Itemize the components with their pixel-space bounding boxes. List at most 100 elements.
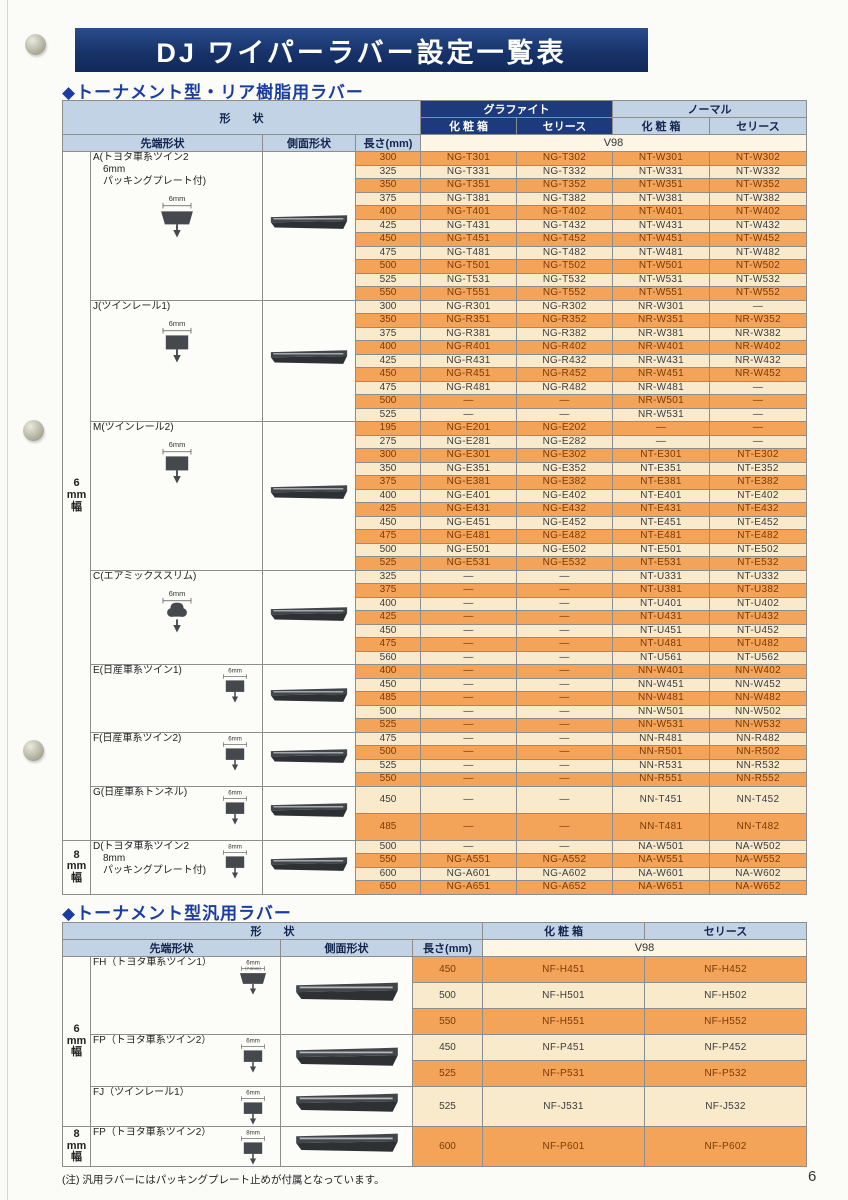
part-number-cell: NG-E352 [516, 461, 613, 476]
side-profile-drawing [295, 982, 398, 1001]
part-number-cell: — [420, 812, 517, 841]
length-cell: 475 [355, 380, 421, 395]
rubber-type-label: F(日産車系ツイン2) [93, 732, 182, 744]
table-row: 525 NG-T531 NG-T532 NT-W531 NT-W532 [63, 272, 807, 287]
tip-shape-cell: FP（トヨタ車系ツイン2） 8mm [90, 1126, 281, 1167]
part-number-cell: NG-A651 [420, 880, 517, 895]
side-profile-drawing [270, 606, 348, 621]
part-number-cell: NN-T452 [709, 785, 807, 814]
length-cell: 600 [412, 1126, 483, 1167]
side-shape-cell [262, 785, 356, 841]
part-number-cell: NT-E532 [709, 556, 807, 571]
part-number-cell: NG-A602 [516, 866, 613, 881]
part-number-cell: NF-P452 [644, 1034, 807, 1061]
table-row: 400 NG-E401 NG-E402 NT-E401 NT-E402 [63, 488, 807, 503]
length-cell: 525 [355, 758, 421, 773]
part-number-cell: NA-W651 [612, 880, 710, 895]
svg-text:6mm: 6mm [228, 735, 242, 742]
table-row: 550 NG-A551 NG-A552 NA-W551 NA-W552 [63, 853, 807, 868]
binder-hole [25, 34, 46, 55]
part-number-cell: — [516, 610, 613, 625]
part-number-cell: — [516, 637, 613, 652]
length-cell: 450 [412, 956, 483, 983]
part-number-cell: NF-J532 [644, 1086, 807, 1127]
length-cell: 485 [355, 691, 421, 706]
part-number-cell: NN-W481 [612, 691, 710, 706]
part-number-cell: NA-W551 [612, 853, 710, 868]
table-row: 375 NG-T381 NG-T382 NT-W381 NT-W382 [63, 191, 807, 206]
tip-shape-drawing: 6mm [162, 440, 191, 484]
svg-text:8mm: 8mm [228, 843, 242, 850]
table-row: 450 NG-T451 NG-T452 NT-W451 NT-W452 [63, 232, 807, 247]
length-cell: 425 [355, 353, 421, 368]
part-number-cell: NT-E482 [709, 529, 807, 544]
section2-heading: ◆トーナメント型汎用ラバー [62, 899, 292, 924]
length-cell: 450 [355, 623, 421, 638]
rubber-type-label: FP（トヨタ車系ツイン2） [93, 1127, 212, 1139]
tip-shape-cell: J(ツインレール1) 6mm [90, 299, 263, 422]
part-number-cell: NG-T382 [516, 191, 613, 206]
part-number-cell: NG-R431 [420, 353, 517, 368]
part-number-cell: NT-W382 [709, 191, 807, 206]
header-side-shape: 側面形状 [280, 939, 413, 957]
table-row: 485— — NN-T481 NN-T482 [63, 812, 807, 841]
part-number-cell: NR-W382 [709, 326, 807, 341]
part-number-cell: — [420, 623, 517, 638]
part-number-cell: NG-E432 [516, 502, 613, 517]
part-number-cell: NG-E382 [516, 475, 613, 490]
part-number-cell: — [420, 596, 517, 611]
table-row: 425 NG-T431 NG-T432 NT-W431 NT-W432 [63, 218, 807, 233]
part-number-cell: NN-R482 [709, 731, 807, 746]
part-number-cell: NT-E502 [709, 542, 807, 557]
part-number-cell: NG-R352 [516, 313, 613, 328]
table-row: C(エアミックススリム) 6mm 325— — NT-U331 NT-U332 [63, 569, 807, 665]
table-row: 350 NG-E351 NG-E352 NT-E351 NT-E352 [63, 461, 807, 476]
table-row: 400— — NT-U401 NT-U402 [63, 596, 807, 611]
part-number-cell: — [420, 583, 517, 598]
part-number-cell: NN-R481 [612, 731, 710, 746]
part-number-cell: — [420, 677, 517, 692]
length-cell: 550 [412, 1008, 483, 1035]
svg-text:6mm: 6mm [246, 1038, 260, 1045]
part-number-cell: NG-R382 [516, 326, 613, 341]
part-number-cell: — [516, 583, 613, 598]
part-number-cell: NT-U562 [709, 650, 807, 665]
part-number-cell: NT-E501 [612, 542, 710, 557]
section1-heading: ◆トーナメント型・リア樹脂用ラバー [62, 78, 364, 103]
tip-shape-drawing: 6mm [160, 194, 193, 238]
length-cell: 475 [355, 529, 421, 544]
svg-text:6mm: 6mm [246, 1090, 260, 1097]
length-cell: 425 [355, 218, 421, 233]
header-series: セリース [644, 922, 807, 940]
part-number-cell: NG-E482 [516, 529, 613, 544]
part-number-cell: — [420, 758, 517, 773]
length-cell: 525 [355, 718, 421, 733]
tip-shape-cell: F(日産車系ツイン2) 6mm [90, 731, 263, 787]
part-number-cell: NT-W302 [709, 151, 807, 166]
table-row: 500— — NN-R501 NN-R502 [63, 745, 807, 760]
part-number-cell: NF-J531 [482, 1086, 645, 1127]
part-number-cell: NT-E432 [709, 502, 807, 517]
table-row: 425 NG-E431 NG-E432 NT-E431 NT-E432 [63, 502, 807, 517]
tip-shape-drawing: 6mm [241, 1090, 265, 1125]
length-cell: 500 [355, 704, 421, 719]
part-number-cell: NF-H502 [644, 982, 807, 1009]
header-graphite-series: セリース [516, 117, 613, 135]
part-number-cell: NR-W501 [612, 394, 710, 409]
side-shape-cell [262, 151, 356, 301]
part-number-cell: NT-W301 [612, 151, 710, 166]
part-number-cell: NT-U431 [612, 610, 710, 625]
rubber-type-label: E(日産車系ツイン1) [93, 665, 182, 676]
header-graphite-box: 化 粧 箱 [420, 117, 517, 135]
table-row: 550 NG-T551 NG-T552 NT-W551 NT-W552 [63, 286, 807, 301]
header-tip-shape: 先端形状 [62, 939, 281, 957]
part-number-cell: NG-R401 [420, 340, 517, 355]
part-number-cell: NG-R302 [516, 299, 613, 314]
part-number-cell: NT-E431 [612, 502, 710, 517]
part-number-cell: NT-U401 [612, 596, 710, 611]
part-number-cell: NG-E201 [420, 421, 517, 436]
part-number-cell: — [516, 677, 613, 692]
part-number-cell: — [420, 394, 517, 409]
length-cell: 375 [355, 191, 421, 206]
svg-text:6mm: 6mm [168, 194, 185, 203]
